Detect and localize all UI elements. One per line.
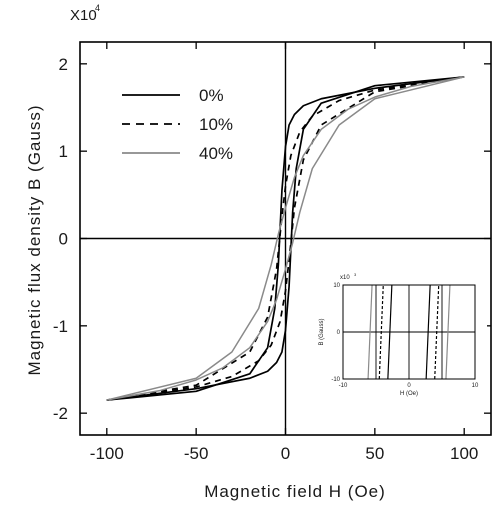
- legend-label: 0%: [199, 86, 224, 105]
- y-tick-label: 0: [59, 230, 68, 249]
- series-upper-branch: [106, 76, 465, 401]
- inset-frame: [342, 284, 476, 380]
- inset-y-tick-label: -10: [331, 377, 340, 383]
- series-upper-branch: [106, 76, 465, 401]
- inset-y-axis-label: B (Gauss): [319, 318, 325, 345]
- inset-series-left: [387, 284, 393, 380]
- inset-y-multiplier-exponent: 3: [354, 272, 357, 277]
- y-multiplier-base: X10: [70, 7, 97, 24]
- legend: 0% 10% 40%: [122, 86, 233, 163]
- inset-series-right: [425, 284, 431, 380]
- inset-series-right: [434, 284, 440, 380]
- y-tick-label: 1: [59, 142, 68, 161]
- inset-background: [311, 265, 487, 405]
- inset-x-tick-label: 0: [407, 383, 411, 389]
- y-multiplier-exponent: 4: [95, 3, 100, 13]
- series-lower-branch: [106, 76, 465, 401]
- main-zero-lines: [80, 42, 491, 435]
- y-tick-label: -1: [53, 317, 68, 336]
- series-lower-branch: [106, 76, 465, 401]
- inset-series-left: [378, 284, 384, 380]
- inset-chart: -10 0 10 -10 0 10 H (Oe) B (Gauss) x10 3: [311, 265, 487, 405]
- y-tick-label: -2: [53, 404, 68, 423]
- inset-series-right: [445, 284, 451, 380]
- series-upper-branch: [106, 76, 465, 401]
- inset-y-tick-label: 10: [333, 283, 340, 289]
- inset-series-left: [367, 284, 373, 380]
- x-tick-label: -50: [184, 444, 209, 463]
- x-tick-label: 100: [450, 444, 478, 463]
- inset-x-tick-label: 10: [472, 383, 479, 389]
- inset-x-axis-label: H (Oe): [400, 391, 418, 397]
- series-lower-branch: [106, 76, 465, 401]
- legend-label: 10%: [199, 115, 233, 134]
- y-axis-label: Magnetic flux density B (Gauss): [25, 105, 44, 376]
- x-tick-label: 50: [365, 444, 384, 463]
- main-curves: [106, 76, 465, 401]
- y-tick-label: 2: [59, 55, 68, 74]
- x-axis-label: Magnetic field H (Oe): [204, 482, 386, 501]
- inset-y-tick-label: 0: [337, 330, 341, 336]
- inset-y-multiplier-base: x10: [340, 275, 350, 281]
- legend-label: 40%: [199, 144, 233, 163]
- inset-x-tick-label: -10: [339, 383, 348, 389]
- x-tick-label: -100: [90, 444, 124, 463]
- y-multiplier: X10 4: [70, 3, 100, 24]
- x-tick-label: 0: [281, 444, 290, 463]
